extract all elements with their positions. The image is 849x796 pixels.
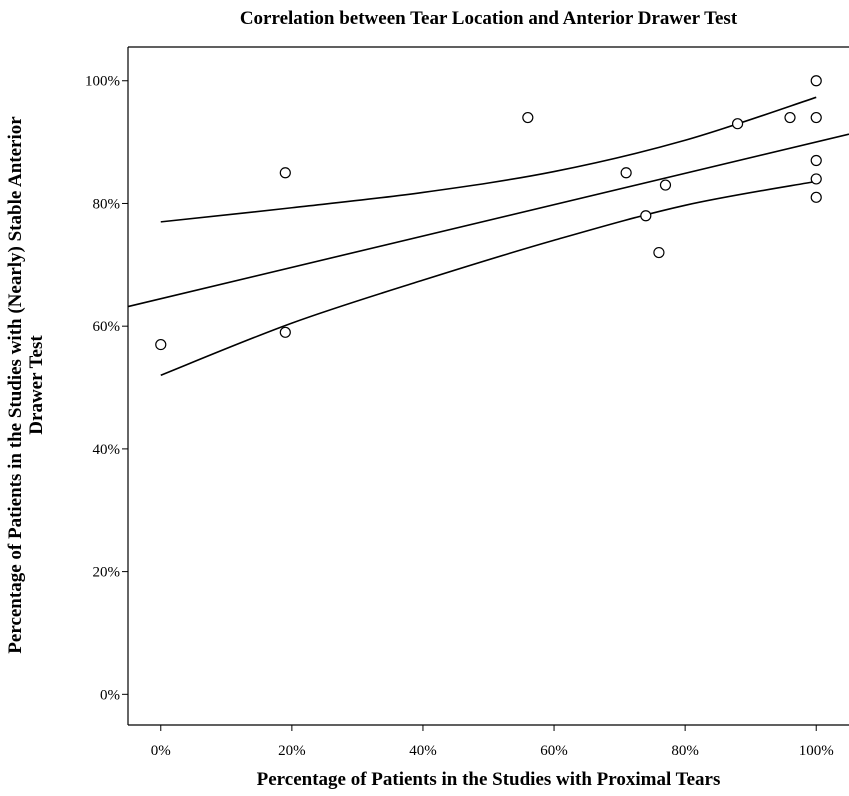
confidence-band-lower: [160, 180, 817, 377]
x-tick-label: 100%: [799, 743, 834, 759]
data-point: [640, 210, 652, 222]
data-point: [784, 111, 796, 124]
y-tick-label: 20%: [93, 565, 121, 581]
data-point: [155, 338, 167, 351]
data-point: [653, 246, 665, 259]
y-tick-label: 100%: [85, 74, 120, 90]
x-axis-label: Percentage of Patients in the Studies wi…: [256, 769, 721, 790]
confidence-band-upper: [160, 96, 817, 223]
data-point: [279, 167, 291, 179]
axes: 0% 20% 40% 60% 80% 100% 0% 20% 40% 60% 80% 100%: [85, 46, 849, 759]
y-tick-label: 80%: [93, 196, 121, 212]
data-point: [522, 111, 534, 124]
y-tick-label: 0%: [100, 687, 120, 703]
y-tick-label: 60%: [93, 319, 121, 335]
data-point: [810, 154, 822, 167]
x-tick-label: 0%: [151, 743, 171, 759]
fit-line: [127, 133, 849, 308]
x-tick-label: 40%: [409, 743, 437, 759]
x-tick-label: 60%: [540, 743, 568, 759]
data-point: [810, 173, 822, 185]
data-point: [810, 75, 822, 87]
data-point: [620, 167, 632, 179]
x-tick-label: 20%: [278, 743, 306, 759]
data-points: [155, 75, 822, 351]
data-point: [810, 111, 822, 124]
data-point: [731, 118, 744, 130]
data-point: [279, 326, 291, 338]
y-tick-label: 40%: [93, 442, 121, 458]
regression-curves: [127, 96, 849, 377]
chart-title: Correlation between Tear Location and An…: [239, 8, 738, 29]
x-tick-label: 80%: [671, 743, 699, 759]
data-point: [810, 191, 822, 203]
data-point: [659, 179, 672, 191]
